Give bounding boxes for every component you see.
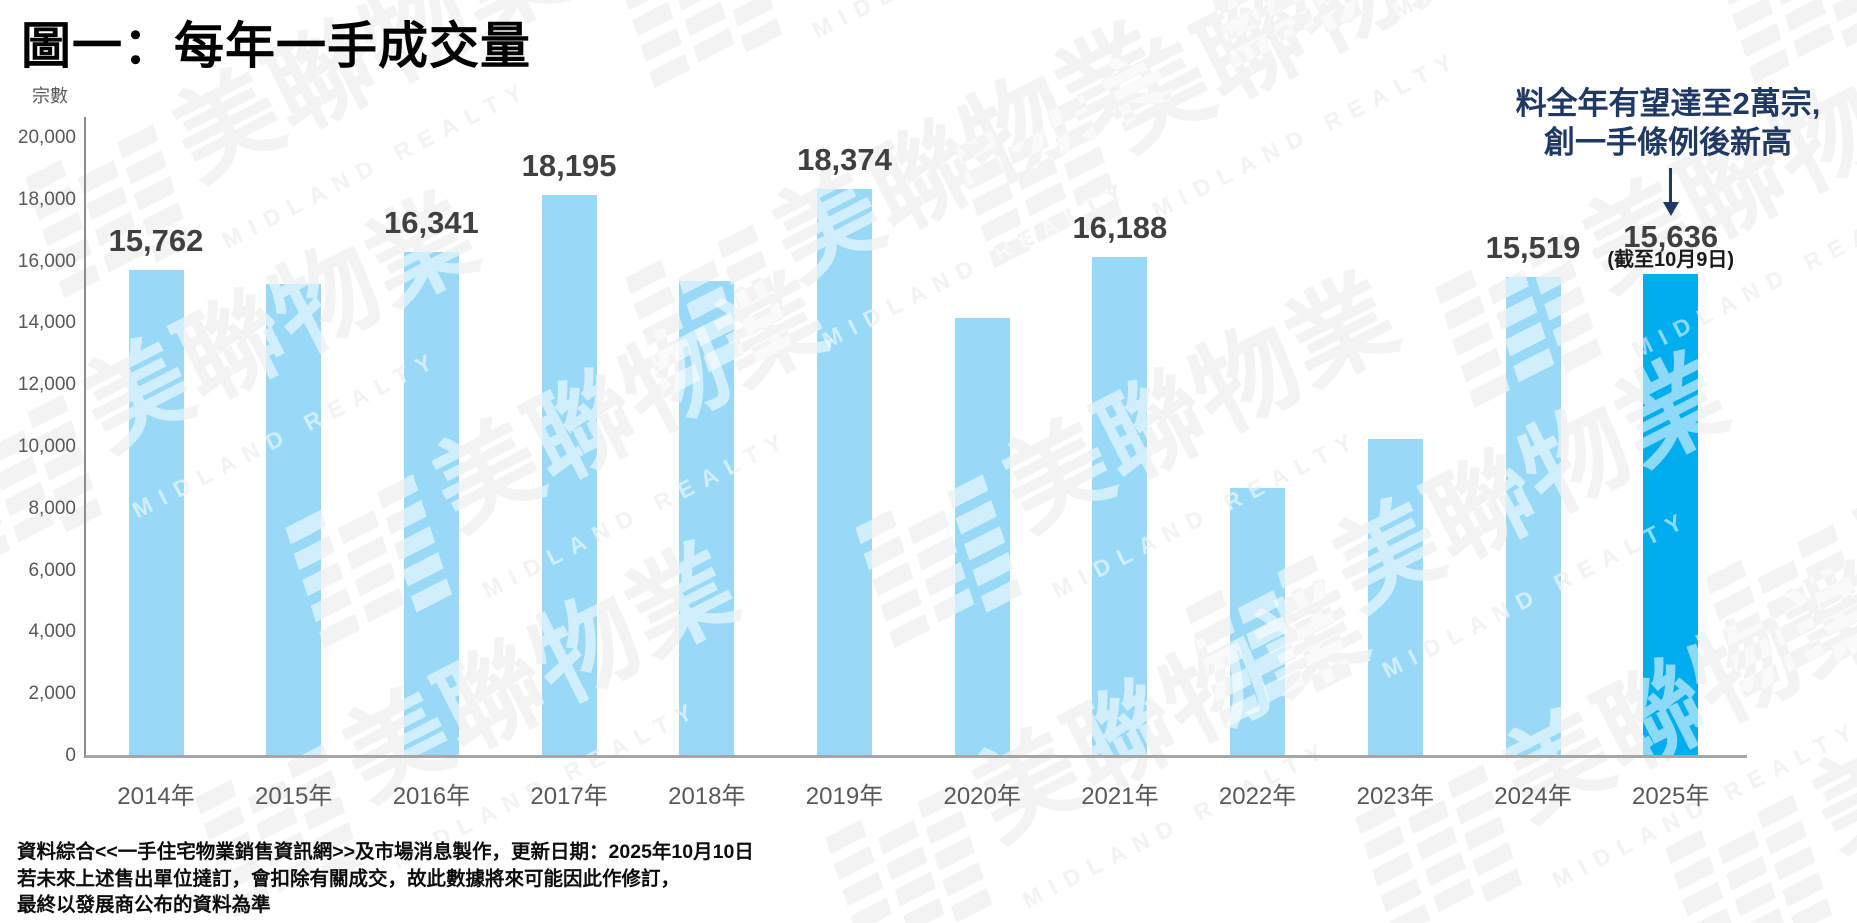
midland-logo-mark-icon	[1340, 747, 1532, 923]
bar-2018年	[679, 281, 735, 757]
x-tick-label: 2021年	[1081, 783, 1159, 810]
y-tick-label: 10,000	[17, 436, 76, 457]
y-tick-label: 18,000	[17, 188, 76, 210]
y-tick-label: 20,000	[17, 127, 76, 148]
midland-logo-mark-icon	[1180, 0, 1372, 75]
bar-2015年	[266, 284, 322, 757]
bar-2017年	[541, 195, 597, 757]
bar-2019年	[817, 189, 872, 757]
midland-logo-mark-icon	[600, 0, 792, 95]
footnote-line-1: 資料綜合<<一手住宅物業銷售資訊網>>及市場消息製作，更新日期：2025年10月…	[17, 841, 754, 863]
watermark-cjk-text: 美聯物業	[1085, 0, 1516, 172]
bar-value-label: 18,195	[521, 148, 617, 183]
bar-2024年	[1505, 277, 1561, 757]
bar-2023年	[1367, 439, 1423, 757]
watermark-cjk-text: 美聯物業	[1085, 0, 1516, 172]
y-axis-unit-label: 宗數	[32, 86, 68, 106]
footnote-line-3: 最終以發展商公布的資料為準	[17, 894, 271, 916]
watermark-latin-text: MIDLAND REALTY	[477, 424, 796, 604]
midland-logo-mark-icon	[0, 377, 112, 575]
x-tick-label: 2025年	[1631, 783, 1710, 810]
watermark-latin-text: MIDLAND REALTY	[1388, 0, 1782, 24]
y-tick-label: 2,000	[28, 683, 76, 705]
watermark-latin-text: MIDLAND REALTY	[1388, 0, 1782, 24]
bar-value-label: 15,636	[1623, 219, 1719, 254]
midland-logo-mark-icon	[1340, 747, 1532, 923]
bar-2014年	[128, 270, 184, 757]
bar-value-label: 18,374	[797, 142, 892, 177]
watermark-cjk-text: 美聯物業	[415, 255, 846, 552]
y-tick-label: 12,000	[17, 374, 76, 396]
x-tick-label: 2020年	[943, 783, 1021, 810]
watermark-cjk-text: 美聯物業	[1795, 575, 1857, 872]
bar-2021年	[1092, 257, 1148, 757]
watermark-cjk-text: 美聯物業	[1835, 305, 1857, 602]
footnote-line-2: 若未來上述售出單位撻訂，會扣除有關成交，故此數據將來可能因此作修訂，	[17, 867, 681, 890]
annotation-arrow-head-icon	[1663, 202, 1679, 216]
watermark-latin-text: MIDLAND REALTY	[1377, 504, 1696, 684]
x-tick-label: 2024年	[1494, 783, 1572, 810]
x-tick-label: 2019年	[805, 783, 884, 810]
y-tick-label: 8,000	[28, 497, 76, 519]
midland-logo-mark-icon	[1700, 0, 1857, 90]
annotation-line-1: 料全年有望達至2萬宗,	[1515, 86, 1821, 121]
watermark-latin-text: MIDLAND REALTY	[127, 344, 446, 524]
watermark-cjk-text: 美聯物業	[955, 565, 1386, 862]
chart-title: 圖一：每年一手成交量	[21, 18, 531, 74]
watermark-latin-text: MIDLAND REALTY	[477, 424, 796, 604]
watermark-cjk-text: 美聯物業	[985, 255, 1416, 552]
watermark-cjk-text: 美聯物業	[1795, 575, 1857, 872]
y-tick-label: 14,000	[17, 312, 76, 334]
annotation-line-2: 創一手條例後新高	[1544, 125, 1792, 160]
watermark-cjk-text: 美聯物業	[415, 255, 846, 552]
x-tick-label: 2023年	[1356, 783, 1434, 810]
bar-2022年	[1230, 488, 1286, 757]
watermark-cjk-text: 美聯物業	[955, 565, 1386, 862]
x-tick-label: 2018年	[668, 783, 746, 810]
bar-2016年	[403, 252, 459, 757]
midland-logo-mark-icon	[600, 0, 792, 95]
bar-value-label: 15,762	[108, 223, 204, 258]
x-tick-label: 2022年	[1218, 783, 1297, 810]
x-axis-line	[85, 755, 1747, 758]
watermark-latin-text: MIDLAND REALTY	[1377, 504, 1696, 684]
watermark-latin-text: MIDLAND REALTY	[808, 0, 1202, 44]
y-tick-label: 4,000	[28, 621, 76, 643]
x-tick-label: 2016年	[392, 783, 471, 810]
bar-2025年	[1643, 274, 1699, 757]
bar-value-label: 16,341	[383, 205, 479, 240]
midland-logo-mark-icon	[0, 377, 112, 575]
midland-logo-mark-icon	[1690, 507, 1857, 705]
midland-logo-mark-icon	[1690, 507, 1857, 705]
y-tick-label: 6,000	[28, 559, 76, 581]
bar-2020年	[954, 318, 1010, 757]
x-tick-label: 2014年	[117, 783, 195, 810]
midland-logo-mark-icon	[1700, 0, 1857, 90]
watermark-latin-text: MIDLAND REALTY	[127, 344, 446, 524]
y-axis-line	[84, 117, 86, 758]
watermark-cjk-text: 美聯物業	[1835, 305, 1857, 602]
bar-value-label: 16,188	[1072, 210, 1168, 245]
y-tick-label: 0	[65, 745, 76, 766]
bar-value-sublabel: (截至10月9日)	[1607, 249, 1735, 271]
x-tick-label: 2015年	[254, 783, 333, 810]
watermark-cjk-text: 美聯物業	[985, 255, 1416, 552]
annotation-arrow	[1669, 168, 1672, 203]
source-footnote: 資料綜合<<一手住宅物業銷售資訊網>>及市場消息製作，更新日期：2025年10月…	[17, 839, 754, 919]
x-tick-label: 2017年	[530, 783, 608, 810]
watermark-latin-text: MIDLAND REALTY	[808, 0, 1202, 44]
midland-logo-mark-icon	[1180, 0, 1372, 75]
annotation-text: 料全年有望達至2萬宗, 創一手條例後新高	[1480, 84, 1856, 162]
